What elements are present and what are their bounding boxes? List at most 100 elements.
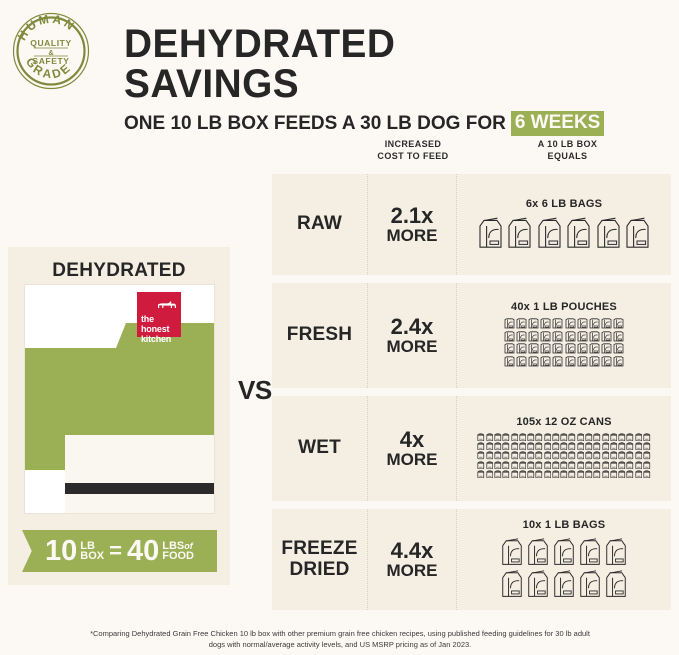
can-icon xyxy=(560,432,568,441)
pouch-icon-wrapper xyxy=(552,356,563,367)
can-icon-wrapper xyxy=(626,461,634,469)
pouch-icon-wrapper xyxy=(577,318,588,329)
column-header-equals-line2: EQUALS xyxy=(547,151,588,162)
can-icon xyxy=(585,470,593,479)
can-icon xyxy=(618,470,626,479)
can-icon xyxy=(535,442,543,451)
row-icon-grid xyxy=(502,317,626,367)
ribbon-food-weight: 40 xyxy=(126,534,160,567)
can-icon xyxy=(477,432,485,441)
can-icon-wrapper xyxy=(477,451,485,460)
can-icon xyxy=(486,432,493,441)
column-header-cost-line1: INCREASED xyxy=(384,139,442,149)
bag-icon xyxy=(554,537,574,565)
page-subtitle: ONE 10 LB BOX FEEDS A 30 LB DOG FOR 6 WE… xyxy=(124,111,605,136)
pouch-icon xyxy=(540,318,551,329)
ribbon-box-unit: LB BOX xyxy=(80,541,105,562)
pouch-icon xyxy=(540,356,551,367)
can-icon xyxy=(593,432,601,441)
can-icon xyxy=(494,442,502,451)
can-icon-wrapper xyxy=(510,451,519,460)
bag-icon xyxy=(554,569,574,597)
can-icon-wrapper xyxy=(519,461,527,469)
page-subtitle-text: ONE 10 LB BOX FEEDS A 30 LB DOG FOR xyxy=(124,112,506,134)
can-icon xyxy=(568,432,576,441)
pouch-icon-wrapper xyxy=(613,343,624,354)
pouch-icon-wrapper xyxy=(516,318,527,329)
table-row: FREEZE DRIED 4.4x MORE 10x 1 LB BAGS xyxy=(272,509,671,610)
bag-icon xyxy=(596,217,620,248)
bag-icon xyxy=(567,217,590,248)
can-icon xyxy=(618,432,626,441)
can-icon xyxy=(593,461,601,469)
row-cost-multiplier: 2.1x xyxy=(390,202,434,228)
bag-icon xyxy=(606,537,626,565)
pouch-icon-wrapper xyxy=(540,331,551,342)
can-icon xyxy=(577,470,584,479)
can-icon-wrapper xyxy=(577,470,585,479)
pouch-icon xyxy=(589,331,600,342)
row-cost-multiplier: 2.4x xyxy=(390,313,434,339)
row-food-type-label: FREEZE DRIED xyxy=(281,537,358,581)
pouch-icon xyxy=(577,331,588,342)
can-icon-wrapper xyxy=(560,470,568,479)
can-icon-wrapper xyxy=(593,451,601,460)
can-icon xyxy=(552,451,560,460)
pouch-icon xyxy=(601,356,612,367)
can-icon-wrapper xyxy=(560,461,568,469)
pouch-icon xyxy=(504,318,515,329)
can-icon xyxy=(568,442,576,451)
pouch-icon xyxy=(577,356,588,367)
bag-icon xyxy=(479,217,502,248)
row-icon-grid xyxy=(476,432,652,479)
can-icon xyxy=(602,432,609,441)
pouch-icon-wrapper xyxy=(613,356,624,367)
can-icon-wrapper xyxy=(544,470,552,479)
pouch-icon-wrapper xyxy=(504,356,515,367)
pouch-icon-wrapper xyxy=(504,331,515,342)
product-box-artwork: the honest kitchen xyxy=(24,284,215,514)
brand-logo-kitchen: kitchen xyxy=(141,334,172,344)
brand-logo-the: the xyxy=(141,314,154,324)
can-icon xyxy=(502,451,510,460)
pouch-icon-wrapper xyxy=(528,343,539,354)
box-white-lower-left xyxy=(25,470,65,513)
can-icon-wrapper xyxy=(593,442,601,451)
bag-icon-wrapper xyxy=(506,215,533,249)
pouch-icon-wrapper xyxy=(565,356,576,367)
can-icon xyxy=(527,461,535,469)
can-icon-wrapper xyxy=(610,461,618,469)
column-header-equals-line1: A 10 LB BOX xyxy=(537,139,598,149)
pouch-icon xyxy=(613,356,624,367)
can-icon-wrapper xyxy=(552,442,560,451)
pouch-icon xyxy=(528,356,539,367)
row-cost-more: MORE xyxy=(386,336,438,356)
row-equals-caption: 105x 12 OZ CANS xyxy=(516,416,612,429)
can-icon-wrapper xyxy=(635,461,643,469)
brand-logo: the honest kitchen xyxy=(137,292,181,344)
row-food-type-line1: FREEZE xyxy=(281,537,358,559)
can-icon xyxy=(502,442,510,451)
row-cost-more: MORE xyxy=(386,225,438,245)
bag-icon-wrapper xyxy=(578,536,602,566)
bag-icon-wrapper xyxy=(604,536,628,566)
pouch-icon xyxy=(516,318,527,329)
bag-icon xyxy=(538,217,561,248)
product-panel: DEHYDRATED the honest kitchen 10 LB BOX … xyxy=(8,247,230,585)
pouch-icon-wrapper xyxy=(516,331,527,342)
weight-ribbon-content: 10 LB BOX = 40 LBSof FOOD xyxy=(22,530,217,572)
can-icon xyxy=(502,461,510,469)
pouch-icon-wrapper xyxy=(528,318,539,329)
can-icon xyxy=(519,442,526,451)
row-equals-cell: 6x 6 LB BAGS xyxy=(457,174,671,275)
human-grade-badge-graphic: HUMAN GRADE QUALITY & SAFETY xyxy=(12,12,90,90)
can-icon-wrapper xyxy=(610,470,618,479)
can-icon-wrapper xyxy=(510,442,519,451)
can-icon xyxy=(610,451,618,460)
ribbon-box-unit-box: BOX xyxy=(80,550,105,562)
can-icon-wrapper xyxy=(544,461,552,469)
can-icon xyxy=(535,451,543,460)
can-icon xyxy=(626,470,634,479)
row-food-type-label: RAW xyxy=(297,213,342,235)
header-block: DEHYDRATED SAVINGS ONE 10 LB BOX FEEDS A… xyxy=(124,24,605,136)
